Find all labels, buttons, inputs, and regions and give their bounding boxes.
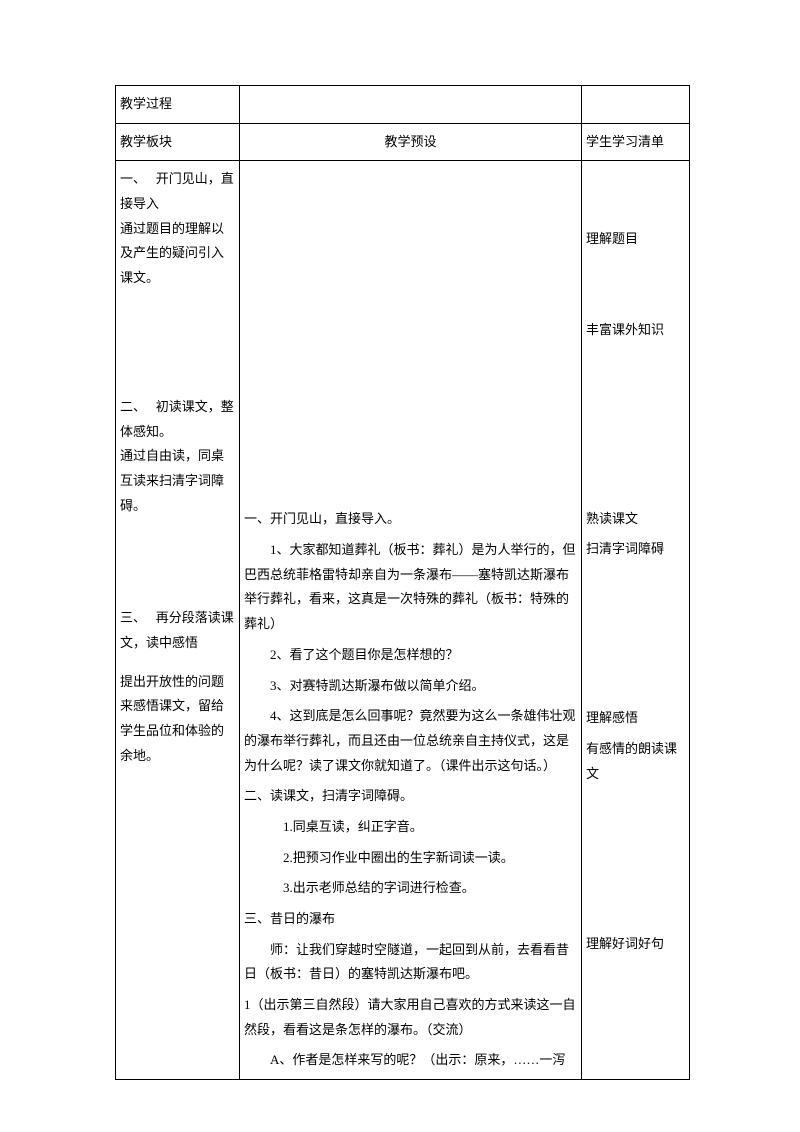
content-paragraph: 1、大家都知道葬礼（板书：葬礼）是为人举行的，但巴西总统菲格雷特却亲自为一条瀑布… — [244, 538, 577, 637]
spacer — [120, 518, 235, 566]
checklist-item: 理解好词好句 — [586, 932, 685, 957]
student-checklist-cell: 理解题目 丰富课外知识 熟读课文 扫清字词障碍 理解感悟 有感情的朗读课文 理解… — [582, 161, 690, 1080]
section-desc: 通过题目的理解以及产生的疑问引入课文。 — [120, 217, 235, 291]
content-paragraph: 日（板书：昔日）的塞特凯达斯瀑布吧。 — [244, 962, 577, 987]
content-paragraph: 2、看了这个题目你是怎样想的？ — [244, 643, 577, 668]
content-paragraph: 师：让我们穿越时空隧道，一起回到从前，去看看昔 — [244, 938, 577, 963]
process-label: 教学过程 — [116, 86, 240, 124]
spacer — [586, 349, 685, 507]
column-header: 教学板块 — [116, 123, 240, 161]
content-paragraph: A、作者是怎样来写的呢？（出示：原来，……一泻 — [244, 1048, 577, 1073]
table-row: 教学过程 — [116, 86, 690, 124]
content-paragraph: 3.出示老师总结的字词进行检查。 — [244, 876, 577, 901]
spacer — [120, 291, 235, 339]
section-title: 二、 初读课文，整体感知。 — [120, 395, 235, 444]
content-paragraph: 4、这到底是怎么回事呢？竟然要为这么一条雄伟壮观的瀑布举行葬礼，而且还由一位总统… — [244, 704, 577, 778]
content-paragraph: 1（出示第三自然段）请大家用自己喜欢的方式来读这一自然段，看看这是条怎样的瀑布。… — [244, 993, 577, 1042]
spacer — [120, 339, 235, 395]
checklist-item: 熟读课文 — [586, 507, 685, 532]
checklist-item: 理解题目 — [586, 227, 685, 252]
content-paragraph: 3、对赛特凯达斯瀑布做以简单介绍。 — [244, 674, 577, 699]
teaching-preset-cell: 一、开门见山，直接导入。 1、大家都知道葬礼（板书：葬礼）是为人举行的，但巴西总… — [240, 161, 582, 1080]
column-header: 教学预设 — [240, 123, 582, 161]
checklist-item: 有感情的朗读课文 — [586, 737, 685, 786]
table-row: 一、 开门见山，直接导入 通过题目的理解以及产生的疑问引入课文。 二、 初读课文… — [116, 161, 690, 1080]
spacer — [586, 568, 685, 706]
lesson-plan-table: 教学过程 教学板块 教学预设 学生学习清单 一、 开门见山，直接导入 通过题目的… — [115, 85, 690, 1080]
table-row: 教学板块 教学预设 学生学习清单 — [116, 123, 690, 161]
empty-cell — [582, 86, 690, 124]
section-title: 三、 再分段落读课文，读中感悟 — [120, 606, 235, 655]
spacer — [586, 258, 685, 318]
teaching-sections-cell: 一、 开门见山，直接导入 通过题目的理解以及产生的疑问引入课文。 二、 初读课文… — [116, 161, 240, 1080]
checklist-item: 扫清字词障碍 — [586, 537, 685, 562]
checklist-item: 丰富课外知识 — [586, 318, 685, 343]
content-paragraph: 2.把预习作业中圈出的生字新词读一读。 — [244, 846, 577, 871]
section-title: 一、 开门见山，直接导入 — [120, 167, 235, 216]
section-desc: 提出开放性的问题来感悟课文，留给学生品位和体验的余地。 — [120, 670, 235, 769]
spacer — [120, 566, 235, 606]
section-desc: 通过自由读，同桌互读来扫清字词障碍。 — [120, 444, 235, 518]
content-heading: 二、读课文，扫清字词障碍。 — [244, 784, 577, 809]
checklist-item: 理解感悟 — [586, 706, 685, 731]
spacer — [586, 167, 685, 227]
content-heading: 一、开门见山，直接导入。 — [244, 507, 577, 532]
column-header: 学生学习清单 — [582, 123, 690, 161]
spacer — [244, 167, 577, 507]
spacer — [586, 792, 685, 932]
content-paragraph: 1.同桌互读，纠正字音。 — [244, 815, 577, 840]
empty-cell — [240, 86, 582, 124]
content-heading: 三、昔日的瀑布 — [244, 907, 577, 932]
